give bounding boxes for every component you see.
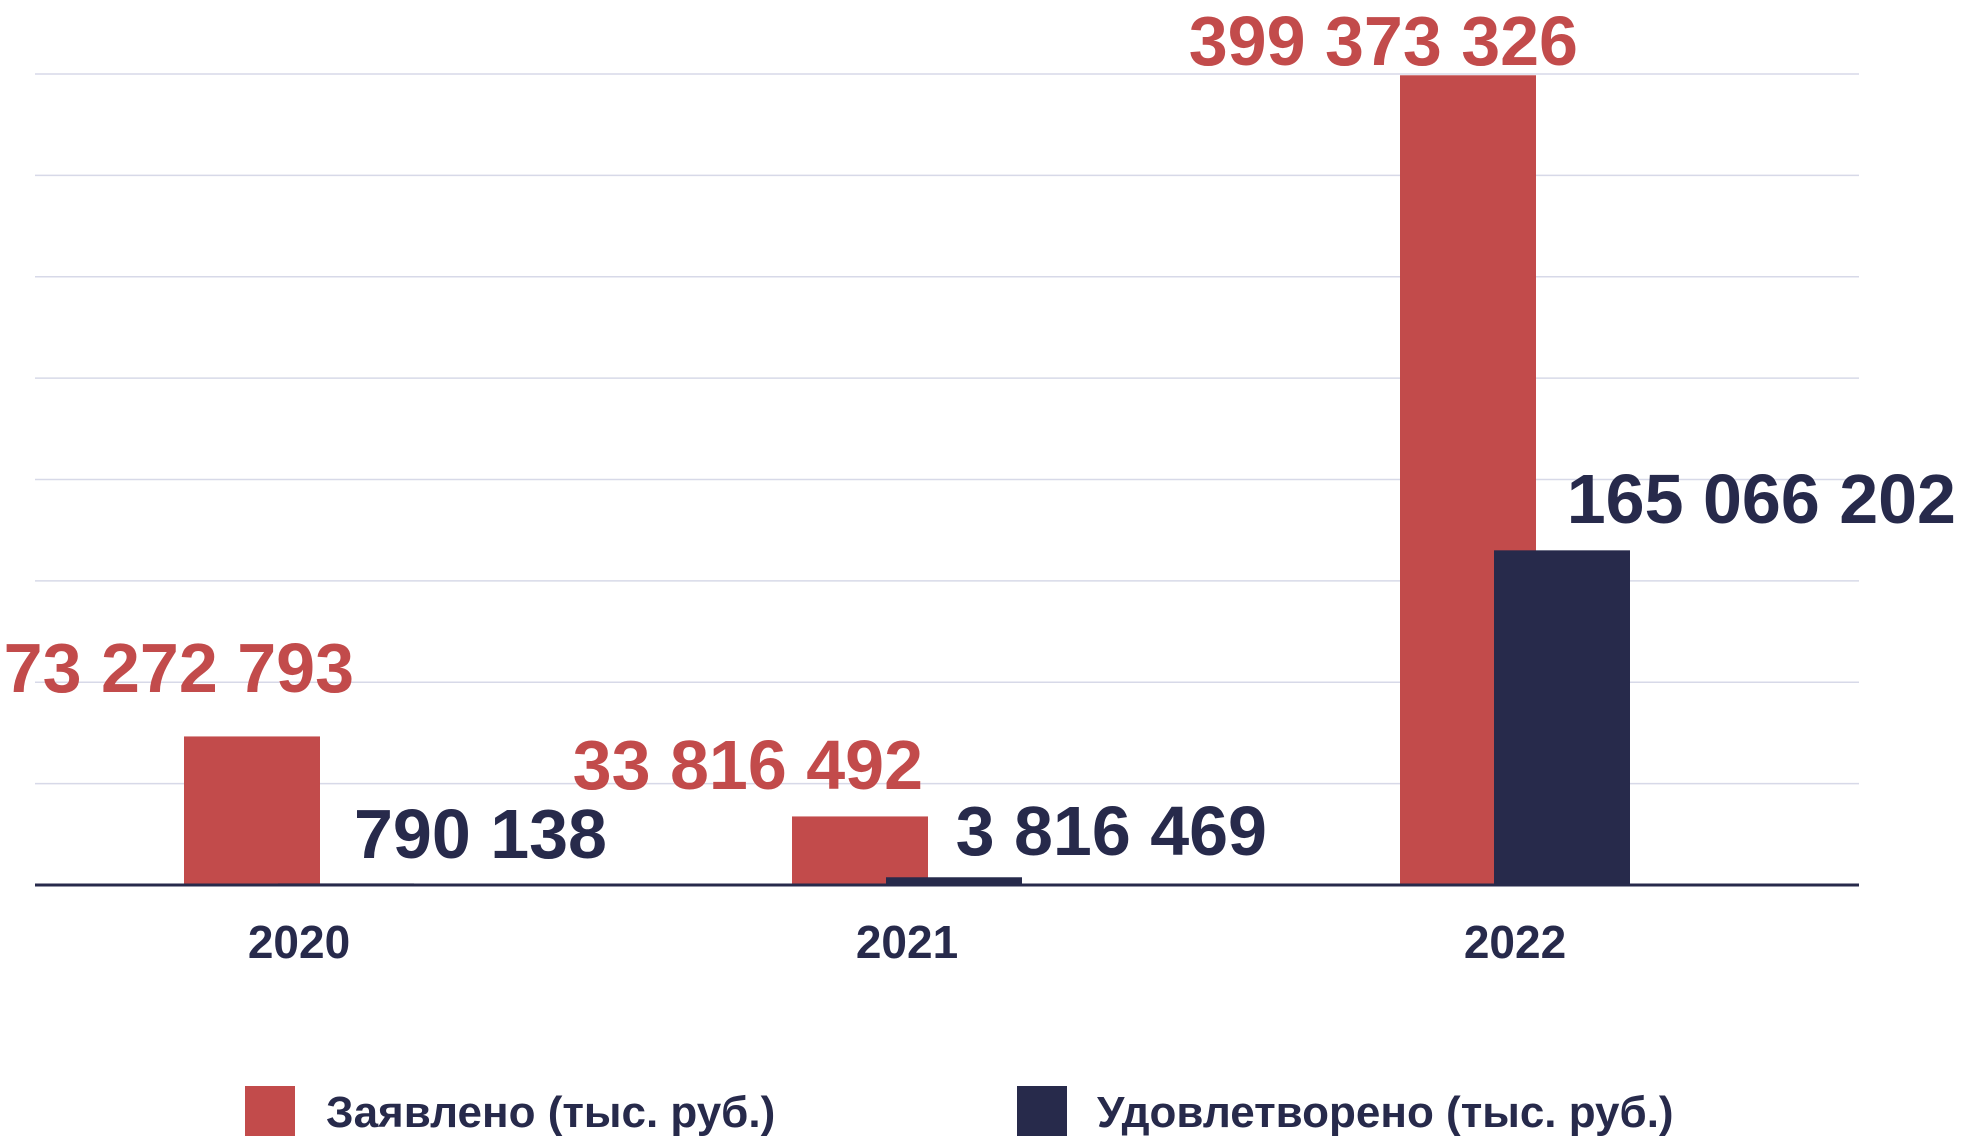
bar-udovletvoreno-2021 bbox=[886, 877, 1022, 885]
category-labels: 2020 2021 2022 bbox=[248, 916, 1566, 968]
legend-label-udovletvoreno: Удовлетворено (тыс. руб.) bbox=[1097, 1088, 1674, 1137]
value-label-udovletvoreno-2022: 165 066 202 bbox=[1567, 460, 1956, 538]
legend: Заявлено (тыс. руб.) Удовлетворено (тыс.… bbox=[245, 1086, 1674, 1137]
bar-zayavleno-2021 bbox=[792, 816, 928, 885]
value-label-zayavleno-2022: 399 373 326 bbox=[1189, 2, 1578, 80]
legend-label-zayavleno: Заявлено (тыс. руб.) bbox=[326, 1088, 775, 1137]
category-label-2022: 2022 bbox=[1464, 916, 1566, 968]
legend-swatch-zayavleno bbox=[245, 1086, 295, 1136]
bars bbox=[184, 75, 1630, 886]
bar-zayavleno-2020 bbox=[184, 736, 320, 885]
value-label-udovletvoreno-2020: 790 138 bbox=[354, 795, 607, 873]
gridlines bbox=[35, 73, 1859, 785]
value-labels: 73 272 793 33 816 492 399 373 326 790 138 3 … bbox=[4, 2, 1956, 873]
value-label-zayavleno-2021: 33 816 492 bbox=[573, 726, 923, 804]
legend-swatch-udovletvoreno bbox=[1017, 1086, 1067, 1136]
bar-udovletvoreno-2022 bbox=[1494, 550, 1630, 885]
category-label-2021: 2021 bbox=[856, 916, 958, 968]
value-label-zayavleno-2020: 73 272 793 bbox=[4, 629, 354, 707]
category-label-2020: 2020 bbox=[248, 916, 350, 968]
value-label-udovletvoreno-2021: 3 816 469 bbox=[956, 792, 1267, 870]
